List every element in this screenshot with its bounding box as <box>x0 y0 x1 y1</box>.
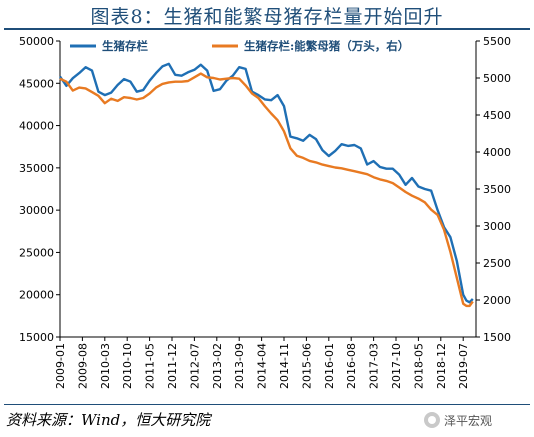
y-right-tick-label: 4000 <box>483 146 511 159</box>
y-right-tick-label: 2000 <box>483 294 511 307</box>
y-right-tick-label: 4500 <box>483 109 511 122</box>
x-tick-label: 2012-07 <box>188 343 201 389</box>
x-tick-label: 2011-12 <box>166 343 179 389</box>
x-tick-label: 2018-05 <box>412 343 425 389</box>
y-right-tick-label: 1500 <box>483 331 511 344</box>
series-line-sow-inventory <box>59 72 474 308</box>
wechat-logo-icon <box>424 412 440 428</box>
x-tick-label: 2009-01 <box>54 343 67 389</box>
title-divider <box>4 28 530 30</box>
y-right-tick-label: 5500 <box>483 35 511 48</box>
y-right-tick-label: 3000 <box>483 220 511 233</box>
x-tick-label: 2011-05 <box>144 343 157 389</box>
y-left-tick-label: 15000 <box>19 331 54 344</box>
y-right-tick-label: 3500 <box>483 183 511 196</box>
legend-label-sow-inventory: 生猪存栏:能繁母猪（万头，右） <box>244 39 409 53</box>
x-tick-label: 2014-04 <box>256 343 269 389</box>
x-tick-label: 2009-08 <box>76 343 89 389</box>
x-tick-label: 2017-03 <box>368 343 381 389</box>
legend-label-hog-inventory: 生猪存栏 <box>102 39 148 53</box>
source-note: 资料来源：Wind，恒大研究院 <box>6 411 211 429</box>
y-left-tick-label: 50000 <box>19 35 54 48</box>
y-left-tick-label: 40000 <box>19 120 54 133</box>
y-right-tick-label: 5000 <box>483 72 511 85</box>
y-right-tick-label: 2500 <box>483 257 511 270</box>
x-tick-label: 2010-03 <box>99 343 112 389</box>
x-tick-label: 2016-08 <box>345 343 358 389</box>
x-tick-label: 2016-01 <box>323 343 336 389</box>
x-tick-label: 2010-10 <box>121 343 134 389</box>
x-tick-label: 2013-02 <box>211 343 224 389</box>
y-left-tick-label: 20000 <box>19 289 54 302</box>
x-tick-label: 2014-11 <box>278 343 291 389</box>
chart-title: 图表8：生猪和能繁母猪存栏量开始回升 <box>90 6 444 28</box>
x-tick-label: 2013-09 <box>233 343 246 389</box>
watermark: 泽平宏观 <box>424 410 492 430</box>
y-left-tick-label: 35000 <box>19 162 54 175</box>
x-tick-label: 2018-12 <box>435 343 448 389</box>
source-divider <box>4 404 530 405</box>
watermark-text: 泽平宏观 <box>444 413 493 428</box>
y-left-tick-label: 45000 <box>19 77 54 90</box>
x-tick-label: 2017-10 <box>390 343 403 389</box>
x-tick-label: 2015-06 <box>300 343 313 389</box>
y-left-tick-label: 25000 <box>19 246 54 259</box>
series-line-hog-inventory <box>59 62 474 304</box>
x-tick-label: 2019-07 <box>457 343 470 389</box>
y-left-tick-label: 30000 <box>19 204 54 217</box>
